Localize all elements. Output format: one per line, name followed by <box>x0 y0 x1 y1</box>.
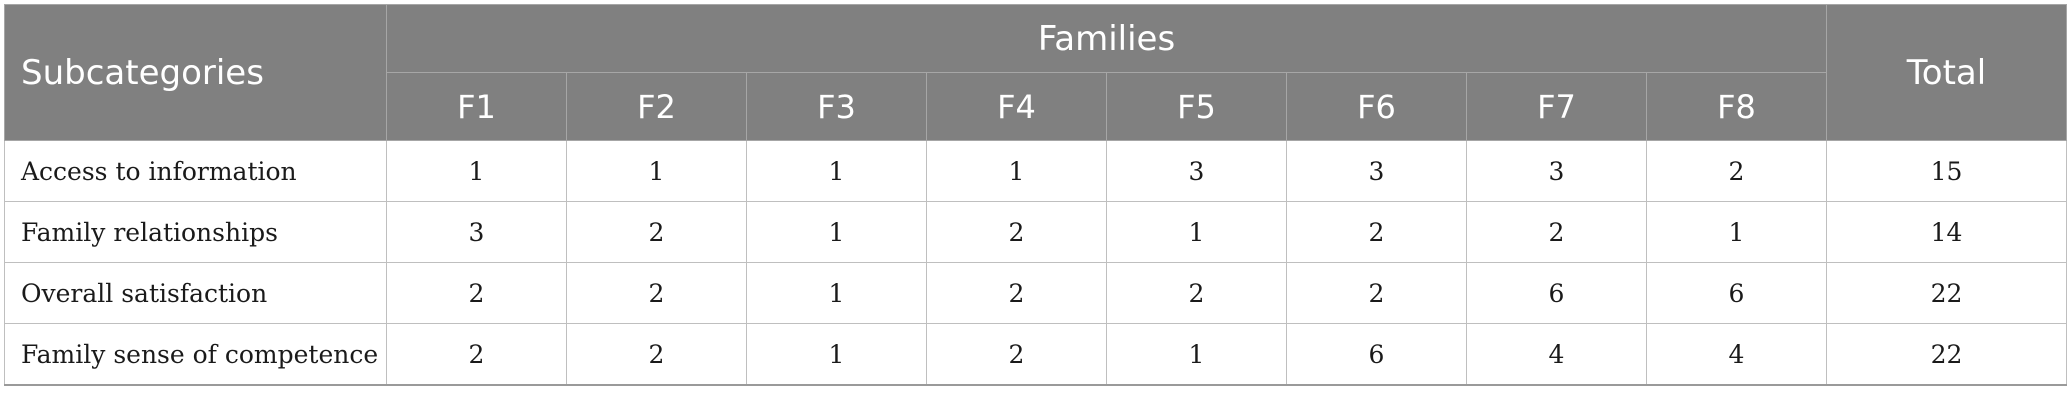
cell-value: 2 <box>386 262 567 324</box>
header-total: Total <box>1826 4 2067 141</box>
cell-total: 22 <box>1826 323 2067 386</box>
cell-value: 2 <box>386 323 567 386</box>
table-row: Overall satisfaction 2 2 1 2 2 2 6 6 22 <box>4 262 2067 324</box>
cell-value: 2 <box>926 323 1107 386</box>
cell-total: 15 <box>1826 140 2067 202</box>
row-label: Family relationships <box>4 201 387 263</box>
cell-value: 3 <box>1106 140 1287 202</box>
header-subcategories: Subcategories <box>4 4 387 141</box>
cell-value: 3 <box>1466 140 1647 202</box>
cell-value: 6 <box>1286 323 1467 386</box>
cell-value: 2 <box>1646 140 1827 202</box>
cell-value: 6 <box>1466 262 1647 324</box>
cell-value: 1 <box>1646 201 1827 263</box>
cell-total: 22 <box>1826 262 2067 324</box>
row-label: Access to information <box>4 140 387 202</box>
cell-value: 3 <box>1286 140 1467 202</box>
cell-value: 2 <box>1466 201 1647 263</box>
header-family-f6: F6 <box>1286 72 1467 141</box>
table-row: Family sense of competence 2 2 1 2 1 6 4… <box>4 323 2067 386</box>
header-row-families: F1 F2 F3 F4 F5 F6 F7 F8 <box>5 72 2067 141</box>
cell-value: 2 <box>1106 262 1287 324</box>
cell-value: 4 <box>1646 323 1827 386</box>
table-row: Access to information 1 1 1 1 3 3 3 2 15 <box>4 140 2067 202</box>
cell-value: 1 <box>566 140 747 202</box>
table-header: Subcategories Families Total F1 F2 F3 F4… <box>4 4 2067 141</box>
data-table-container: Subcategories Families Total F1 F2 F3 F4… <box>4 4 2067 386</box>
cell-value: 2 <box>1286 201 1467 263</box>
cell-value: 1 <box>746 140 927 202</box>
cell-value: 1 <box>746 323 927 386</box>
cell-value: 6 <box>1646 262 1827 324</box>
header-family-f3: F3 <box>746 72 927 141</box>
cell-total: 14 <box>1826 201 2067 263</box>
header-row-top: Subcategories Families Total <box>4 4 2067 141</box>
cell-value: 3 <box>386 201 567 263</box>
header-family-f4: F4 <box>926 72 1107 141</box>
subcategories-table: Subcategories Families Total F1 F2 F3 F4… <box>4 4 2067 386</box>
table-row: Family relationships 3 2 1 2 1 2 2 1 14 <box>4 201 2067 263</box>
cell-value: 2 <box>566 323 747 386</box>
cell-value: 1 <box>1106 323 1287 386</box>
cell-value: 1 <box>746 262 927 324</box>
cell-value: 2 <box>926 201 1107 263</box>
cell-value: 2 <box>926 262 1107 324</box>
cell-value: 2 <box>566 201 747 263</box>
header-family-f5: F5 <box>1106 72 1287 141</box>
cell-value: 2 <box>566 262 747 324</box>
header-family-f8: F8 <box>1646 72 1827 141</box>
row-label: Overall satisfaction <box>4 262 387 324</box>
cell-value: 4 <box>1466 323 1647 386</box>
cell-value: 2 <box>1286 262 1467 324</box>
cell-value: 1 <box>746 201 927 263</box>
header-family-f1: F1 <box>386 72 567 141</box>
row-label: Family sense of competence <box>4 323 387 386</box>
cell-value: 1 <box>386 140 567 202</box>
table-body: Access to information 1 1 1 1 3 3 3 2 15… <box>4 140 2067 386</box>
header-family-f2: F2 <box>566 72 747 141</box>
header-families: Families <box>386 4 1827 73</box>
header-family-f7: F7 <box>1466 72 1647 141</box>
cell-value: 1 <box>926 140 1107 202</box>
cell-value: 1 <box>1106 201 1287 263</box>
